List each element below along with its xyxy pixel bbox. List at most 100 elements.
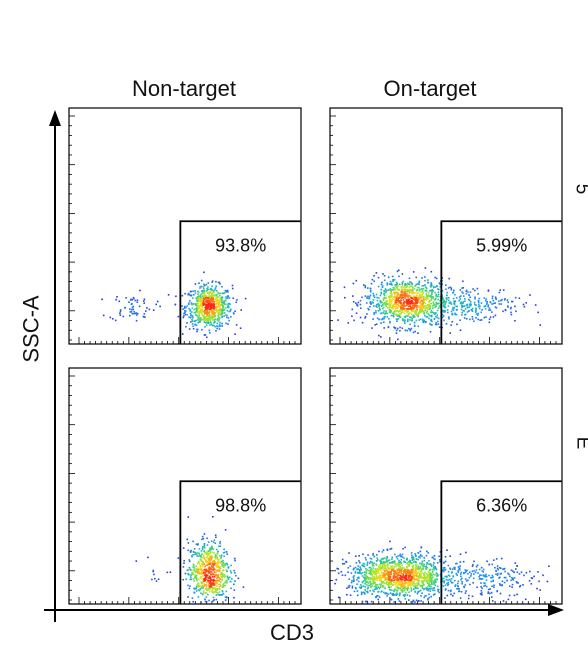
event-dot (214, 542, 217, 545)
event-dot (219, 540, 221, 543)
event-dot (217, 575, 220, 577)
event-dot (188, 573, 190, 576)
event-dot (196, 330, 198, 333)
event-dot (472, 582, 474, 584)
event-dot (403, 595, 406, 597)
event-dot (425, 311, 428, 314)
event-dot (201, 298, 204, 300)
event-dot (216, 579, 218, 582)
event-dot (433, 557, 435, 560)
event-dot (373, 275, 375, 277)
event-dot (392, 314, 395, 317)
event-dot (345, 560, 347, 563)
event-dot (201, 308, 203, 310)
event-dot (214, 325, 216, 328)
event-dot (503, 576, 506, 579)
event-dot (478, 297, 481, 300)
event-dot (453, 592, 456, 595)
event-dot (403, 560, 405, 563)
event-dot (381, 562, 384, 565)
event-dot (225, 296, 227, 298)
event-dot (422, 582, 424, 584)
event-dot (192, 297, 194, 299)
event-dot (416, 302, 418, 304)
event-dot (357, 568, 359, 570)
event-dot (214, 288, 216, 291)
event-dot (230, 316, 232, 318)
event-dot (523, 305, 526, 308)
event-dot (207, 541, 210, 543)
event-dot (128, 301, 130, 303)
event-dot (392, 561, 394, 563)
event-dot (473, 573, 475, 575)
event-dot (206, 560, 209, 563)
event-dot (395, 556, 398, 558)
event-dot (429, 568, 432, 571)
event-dot (188, 328, 191, 330)
event-dot (208, 599, 210, 602)
event-dot (219, 577, 221, 580)
event-dot (460, 578, 462, 581)
event-dot (407, 320, 409, 323)
event-dot (495, 569, 497, 572)
event-dot (433, 304, 435, 306)
event-dot (197, 310, 199, 313)
event-dot (428, 588, 431, 590)
event-dot (492, 576, 494, 578)
event-dot (388, 283, 391, 285)
event-dot (209, 332, 211, 334)
event-dot (464, 305, 466, 307)
event-dot (201, 295, 204, 297)
event-dot (376, 577, 378, 579)
event-dot (420, 291, 422, 293)
event-dot (410, 281, 412, 284)
event-dot (152, 570, 154, 573)
event-dot (398, 600, 401, 602)
event-dot (399, 310, 401, 312)
event-dot (409, 573, 411, 575)
event-dot (462, 302, 464, 304)
event-dot (393, 291, 395, 294)
event-dot (421, 308, 424, 311)
event-dot (393, 594, 395, 596)
panel-ticks (330, 375, 557, 604)
event-dot (208, 579, 210, 582)
event-dot (212, 291, 214, 294)
event-dot (489, 316, 492, 318)
event-dot (447, 589, 450, 592)
event-dot (416, 584, 419, 586)
event-dot (409, 572, 412, 574)
event-dot (446, 291, 448, 294)
event-dot (226, 562, 228, 565)
event-dot (225, 580, 227, 583)
event-dot (387, 560, 390, 562)
event-dot (202, 537, 205, 540)
event-dot (443, 319, 445, 322)
event-dot (208, 559, 211, 562)
event-dot (387, 582, 390, 584)
event-dot (459, 319, 461, 321)
event-dot (192, 573, 195, 576)
event-dot (437, 293, 440, 296)
event-dot (372, 589, 374, 592)
event-dot (432, 290, 434, 292)
event-dot (208, 584, 210, 586)
event-dot (201, 564, 204, 566)
event-dot (200, 558, 202, 561)
event-dot (191, 323, 194, 325)
event-dot (425, 565, 427, 568)
event-dot (348, 584, 351, 587)
event-dot (461, 287, 463, 289)
event-dot (421, 577, 423, 579)
event-dot (200, 302, 202, 305)
event-dot (511, 577, 513, 579)
event-dot (408, 576, 411, 578)
event-dot (365, 600, 368, 603)
event-dot (402, 299, 405, 301)
event-dot (377, 591, 379, 593)
event-dot (423, 596, 425, 599)
event-dot (491, 563, 494, 566)
event-dot (394, 572, 397, 575)
event-dot (388, 577, 390, 580)
event-dot (420, 570, 423, 572)
